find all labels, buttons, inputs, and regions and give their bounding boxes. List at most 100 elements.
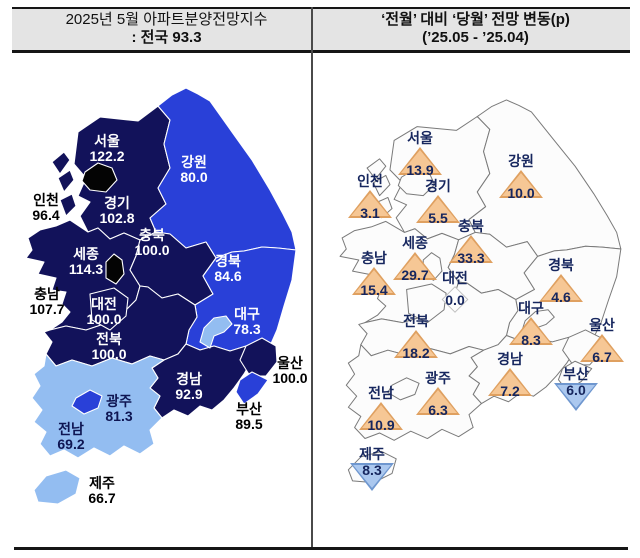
index-label-11: 울산 100.0	[248, 356, 332, 386]
region-gwangju-right	[388, 378, 419, 400]
region-incheon-2-left	[57, 169, 75, 193]
region-index-value: 84.6	[214, 268, 242, 284]
region-index-value: 80.0	[180, 169, 208, 185]
region-name: 충북	[139, 227, 165, 243]
bottom-border	[14, 547, 628, 550]
region-name: 울산	[277, 355, 303, 371]
increase-triangle-icon: 18.2	[394, 330, 438, 361]
change-marker-9: 대구 8.3	[489, 300, 573, 348]
increase-triangle-icon: 33.3	[449, 235, 493, 266]
index-label-7: 충남 107.7	[5, 287, 89, 317]
region-incheon-1-right	[367, 159, 386, 179]
region-change-value: 29.7	[401, 267, 429, 283]
index-label-8: 대전 100.0	[62, 297, 146, 327]
region-change-value: 0.0	[445, 292, 465, 308]
region-gwangju-left	[71, 389, 103, 415]
region-ulsan-left	[239, 337, 278, 377]
region-name: 전북	[96, 331, 122, 347]
index-label-13: 광주 81.3	[77, 394, 161, 424]
no-change-diamond-icon: 0.0	[433, 286, 477, 315]
index-label-5: 세종 114.3	[44, 247, 128, 277]
index-label-4: 충북 100.0	[110, 228, 194, 258]
region-index-value: 102.8	[99, 210, 135, 226]
region-busan-left	[235, 371, 269, 405]
increase-triangle-icon: 7.2	[488, 368, 532, 399]
index-label-1: 강원 80.0	[152, 155, 236, 185]
region-change-value: 18.2	[402, 345, 430, 361]
region-name: 인천	[33, 192, 59, 208]
change-marker-8: 경북 4.6	[519, 257, 603, 305]
region-change-value: 6.7	[592, 349, 612, 365]
index-label-10: 전북 100.0	[67, 332, 151, 362]
region-name: 제주	[359, 446, 385, 462]
change-marker-2: 인천 3.1	[328, 173, 412, 221]
region-index-value: 114.3	[68, 261, 104, 277]
change-marker-7: 대전 0.0	[413, 271, 497, 315]
region-name: 전남	[368, 385, 394, 401]
region-index-value: 78.3	[233, 321, 261, 337]
index-label-15: 전남 69.2	[29, 422, 113, 452]
region-name: 부산	[563, 366, 589, 382]
index-label-0: 서울 122.2	[65, 134, 149, 164]
change-marker-13: 광주 6.3	[396, 371, 480, 418]
region-index-value: 69.2	[57, 436, 85, 452]
increase-triangle-icon: 15.4	[352, 267, 396, 298]
right-panel-title: ‘전월’ 대비 ‘당월’ 전망 변동(p) (’25.05 - ’25.04)	[321, 9, 630, 50]
change-marker-15: 전남 10.9	[339, 385, 423, 433]
region-index-value: 96.4	[32, 207, 60, 223]
region-name: 울산	[589, 317, 615, 333]
region-change-value: 4.6	[551, 289, 571, 305]
region-index-value: 100.0	[272, 370, 308, 386]
change-marker-6: 충남 15.4	[332, 250, 416, 298]
index-label-6: 경북 84.6	[186, 254, 270, 284]
change-marker-5: 세종 29.7	[373, 236, 457, 283]
region-name: 인천	[357, 173, 383, 189]
region-jeju-left	[33, 469, 81, 505]
region-change-value: 6.0	[566, 382, 586, 398]
region-name: 경북	[548, 257, 574, 273]
region-name: 전남	[58, 421, 84, 437]
region-change-value: 13.9	[406, 162, 434, 178]
change-marker-3: 경기 5.5	[396, 179, 480, 226]
korea-map-left	[25, 87, 297, 505]
region-name: 전북	[403, 313, 429, 329]
region-incheon-3-left	[59, 193, 77, 217]
region-name: 충북	[458, 218, 484, 234]
region-incheon-2-right	[373, 175, 390, 195]
region-name: 강원	[508, 153, 534, 169]
region-daejeon-right	[407, 284, 447, 323]
index-label-14: 부산 89.5	[207, 402, 291, 432]
region-name: 서울	[407, 130, 433, 146]
region-index-value: 122.2	[89, 148, 125, 164]
region-index-value: 89.5	[235, 416, 263, 432]
decrease-triangle-icon: 8.3	[350, 463, 394, 491]
region-sejong-left	[105, 253, 125, 285]
index-label-2: 인천 96.4	[4, 193, 88, 223]
region-name: 대구	[518, 300, 544, 316]
left-title-line2: : 전국 93.3	[131, 29, 202, 46]
region-name: 충남	[361, 250, 387, 266]
region-name: 대구	[234, 306, 260, 322]
region-change-value: 3.1	[360, 205, 380, 221]
increase-triangle-icon: 29.7	[393, 252, 437, 283]
region-seoul-left	[81, 162, 118, 193]
region-name: 제주	[89, 475, 115, 491]
increase-triangle-icon: 10.9	[359, 402, 403, 433]
increase-triangle-icon: 5.5	[416, 195, 460, 226]
right-title-line2: (’25.05 - ’25.04)	[422, 29, 529, 46]
region-name: 세종	[73, 246, 99, 262]
region-name: 경기	[104, 195, 130, 211]
decrease-triangle-icon: 6.0	[554, 383, 598, 411]
region-change-value: 15.4	[360, 282, 388, 298]
region-change-value: 10.9	[367, 417, 395, 433]
region-change-value: 8.3	[521, 332, 541, 348]
table-header-row: 2025년 5월 아파트분양전망지수 : 전국 93.3 ‘전월’ 대비 ‘당월…	[12, 7, 630, 53]
right-title-line1: ‘전월’ 대비 ‘당월’ 전망 변동(p)	[381, 11, 570, 28]
korea-map-left	[340, 100, 621, 483]
panel-divider	[311, 7, 313, 550]
region-daejeon-left	[89, 287, 129, 331]
region-name: 광주	[106, 393, 132, 409]
change-marker-16: 제주 8.3	[330, 447, 414, 491]
